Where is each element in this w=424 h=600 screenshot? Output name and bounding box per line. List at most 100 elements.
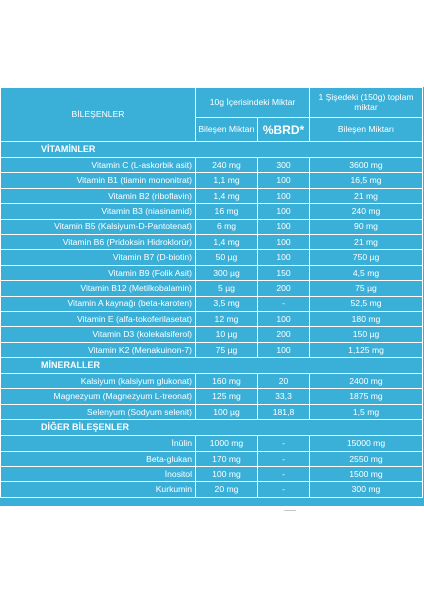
ingredient-total: 300 mg [309,481,423,498]
ingredient-quantity: 300 µg [195,264,258,282]
ingredient-quantity: 6 mg [195,218,258,235]
ingredient-total: 2400 mg [309,373,423,390]
table-row: Kalsiyum (kalsiyum glukonat) 160 mg 20 2400… [0,373,423,390]
ingredient-brd: 200 [257,280,310,297]
ingredient-name: Vitamin B9 (Folik Asit) [0,264,196,282]
ingredient-brd: 100 [257,203,310,220]
nutrition-table-panel: BİLEŞENLER 10g İçerisindeki Miktar 1 Şiş… [0,87,424,506]
ingredient-total: 3600 mg [309,156,423,174]
ingredient-quantity: 160 mg [195,373,258,390]
table-row: Vitamin A kaynağı (beta-karoten) 3,5 mg -5… [0,295,423,312]
table-row: Vitamin B7 (D-biotin) 50 µg 100 750 µg [0,249,423,266]
section-row-vitamins: VİTAMİNLER [0,141,423,158]
ingredient-brd: 200 [257,326,310,343]
ingredient-quantity: 20 mg [195,481,258,498]
ingredient-total: 75 µg [309,280,423,297]
table-row: Vitamin B1 (tiamin mononitrat) 1,1 mg 100 1… [0,172,423,189]
component-amount-header: Bileşen Miktarı [195,117,258,142]
ingredient-brd: 100 [257,310,310,328]
header-row: BİLEŞENLER 10g İçerisindeki Miktar 1 Şiş… [0,87,423,142]
ingredient-name: İnositol [0,466,196,483]
section-title-vitamins: VİTAMİNLER [0,141,423,158]
ingredient-brd: 100 [257,233,310,251]
ingredient-brd: 100 [257,187,310,205]
section-title-minerals: MİNERALLER [0,357,423,375]
ingredient-total: 90 mg [309,218,423,235]
ingredient-quantity: 1000 mg [195,435,258,452]
ingredient-quantity: 125 mg [195,388,258,405]
ingredient-name: Vitamin B12 (Metilkobalamin) [0,280,196,297]
table-row: Vitamin B3 (niasinamid) 16 mg 100 240 mg [0,203,423,220]
ingredient-name: Vitamin B3 (niasinamid) [0,203,196,220]
ingredient-total: 180 mg [309,310,423,328]
table-row: Vitamin E (alfa-tokoferilasetat) 12 mg 100… [0,310,423,328]
ingredient-quantity: 240 mg [195,156,258,174]
table-row: Vitamin B12 (Metilkobalamin) 5 µg 200 75 µg [0,280,423,297]
ingredient-total: 15000 mg [309,435,423,452]
ingredient-brd: 100 [257,172,310,189]
ingredient-quantity: 10 µg [195,326,258,343]
ingredient-name: Vitamin B7 (D-biotin) [0,249,196,266]
ingredient-quantity: 100 mg [195,466,258,483]
ingredient-total: 240 mg [309,203,423,220]
ingredient-name: Vitamin E (alfa-tokoferilasetat) [0,310,196,328]
ingredient-brd: 33,3 [257,388,310,405]
section-row-minerals: MİNERALLER [0,357,423,375]
ingredient-total: 52,5 mg [309,295,423,312]
ingredient-total: 1,125 mg [309,341,423,359]
ingredient-brd: 150 [257,264,310,282]
table-row: Vitamin C (L-askorbik asit) 240 mg 300 3600… [0,156,423,174]
ingredient-name: Vitamin A kaynağı (beta-karoten) [0,295,196,312]
ingredient-total: 2550 mg [309,450,423,468]
ingredient-name: Vitamin D3 (kolekalsiferol) [0,326,196,343]
ingredient-brd: 300 [257,156,310,174]
ingredient-total: 150 µg [309,326,423,343]
ingredient-brd: - [257,481,310,498]
ingredient-name: İnülin [0,435,196,452]
per-10g-header: 10g İçerisindeki Miktar [195,87,310,118]
table-row: Beta-glukan 170 mg -2550 mg [0,450,423,468]
ingredient-total: 1500 mg [309,466,423,483]
ingredient-quantity: 100 µg [195,403,258,421]
ingredient-name: Vitamin B2 (riboflavin) [0,187,196,205]
ingredient-name: Vitamin B6 (Pridoksin Hidroklorür) [0,233,196,251]
ingredients-header: BİLEŞENLER [0,87,196,142]
ingredient-brd: - [257,450,310,468]
ingredient-name: Kurkumin [0,481,196,498]
table-row: Vitamin K2 (Menakuinon-7) 75 µg 100 1,125 m… [0,341,423,359]
ingredient-name: Selenyum (Sodyum selenit) [0,403,196,421]
ingredient-name: Vitamin C (L-askorbik asit) [0,156,196,174]
ingredient-name: Kalsiyum (kalsiyum glukonat) [0,373,196,390]
per-bottle-header: 1 Şişedeki (150g) toplam miktar [309,87,423,118]
ingredient-quantity: 75 µg [195,341,258,359]
ingredient-total: 750 µg [309,249,423,266]
brd-header: %BRD* [257,117,310,142]
table-row: Magnezyum (Magnezyum L-treonat) 125 mg 33,… [0,388,423,405]
ingredient-name: Beta-glukan [0,450,196,468]
ingredient-brd: - [257,295,310,312]
component-amount-total-header: Bileşen Miktarı [309,117,423,142]
subheader-row: Bileşen Miktarı %BRD* Bileşen Miktarı [1,117,423,142]
ingredient-total: 4,5 mg [309,264,423,282]
ingredient-brd: 100 [257,218,310,235]
table-row: Vitamin B9 (Folik Asit) 300 µg 150 4,5 mg [0,264,423,282]
ingredient-quantity: 50 µg [195,249,258,266]
ingredient-total: 21 mg [309,187,423,205]
ingredient-brd: - [257,435,310,452]
nutrition-table: BİLEŞENLER 10g İçerisindeki Miktar 1 Şiş… [0,87,423,498]
ingredient-brd: 100 [257,341,310,359]
ingredient-name: Vitamin B1 (tiamin mononitrat) [0,172,196,189]
table-row: Selenyum (Sodyum selenit) 100 µg 181,8 1,5 … [0,403,423,421]
ingredient-quantity: 1,4 mg [195,233,258,251]
ingredient-brd: - [257,466,310,483]
ingredient-brd: 20 [257,373,310,390]
table-row: İnositol 100 mg -1500 mg [0,466,423,483]
ingredient-brd: 181,8 [257,403,310,421]
ingredient-total: 1875 mg [309,388,423,405]
table-row: Vitamin B5 (Kalsiyum-D-Pantotenat) 6 mg 10… [0,218,423,235]
ingredient-quantity: 170 mg [195,450,258,468]
ingredient-quantity: 3,5 mg [195,295,258,312]
table-row: İnülin 1000 mg -15000 mg [0,435,423,452]
ingredient-total: 21 mg [309,233,423,251]
ingredient-quantity: 12 mg [195,310,258,328]
